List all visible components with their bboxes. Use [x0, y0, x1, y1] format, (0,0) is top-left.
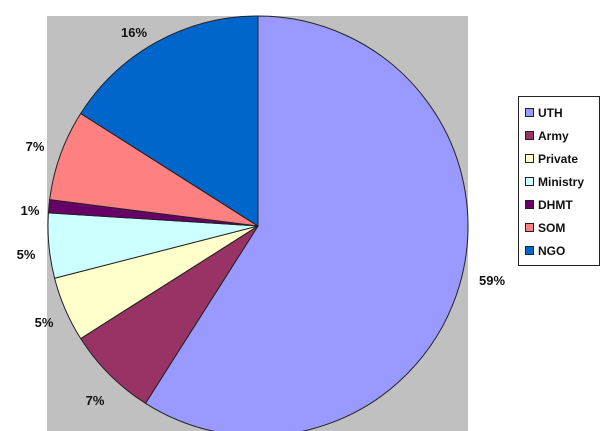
legend-swatch-uth [525, 108, 534, 117]
pie-slices [47, 15, 469, 431]
pie-label-ngo: 16% [121, 25, 147, 40]
pie-label-ministry: 5% [17, 247, 36, 262]
pie-label-som: 7% [26, 139, 45, 154]
legend-item-ngo: NGO [525, 239, 599, 262]
legend-swatch-ngo [525, 246, 534, 255]
legend-item-army: Army [525, 124, 599, 147]
legend-item-som: SOM [525, 216, 599, 239]
legend-item-ministry: Ministry [525, 170, 599, 193]
legend-label-uth: UTH [538, 105, 563, 120]
legend-item-private: Private [525, 147, 599, 170]
pie-slice-uth [144, 15, 469, 431]
chart-legend: UTH Army Private Ministry DHMT SOM NGO [518, 96, 600, 266]
pie-labels: 59% 7% 5% 5% 1% 7% 16% [17, 25, 506, 408]
legend-label-army: Army [538, 128, 569, 143]
pie-slice-ngo [80, 15, 259, 227]
legend-item-uth: UTH [525, 101, 599, 124]
pie-label-uth: 59% [479, 273, 505, 288]
legend-label-ministry: Ministry [538, 174, 585, 189]
pie-label-private: 5% [35, 315, 54, 330]
legend-swatch-dhmt [525, 200, 534, 209]
legend-label-private: Private [538, 151, 579, 166]
pie-label-dhmt: 1% [21, 203, 40, 218]
legend-swatch-private [525, 154, 534, 163]
legend-swatch-som [525, 223, 534, 232]
legend-label-ngo: NGO [538, 243, 566, 258]
legend-label-dhmt: DHMT [538, 197, 573, 212]
legend-swatch-army [525, 131, 534, 140]
legend-swatch-ministry [525, 177, 534, 186]
pie-label-army: 7% [86, 393, 105, 408]
legend-item-dhmt: DHMT [525, 193, 599, 216]
legend-label-som: SOM [538, 220, 566, 235]
